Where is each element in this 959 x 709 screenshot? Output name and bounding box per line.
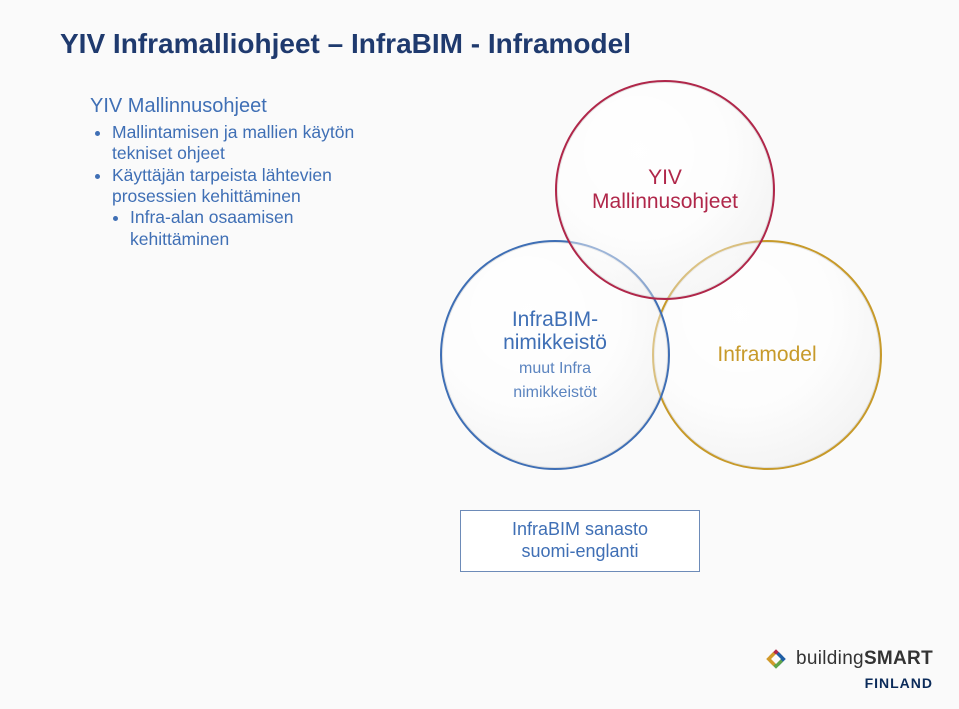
logo-subtitle: FINLAND [762, 675, 933, 691]
bullet-list: YIV Mallinnusohjeet Mallintamisen ja mal… [90, 95, 390, 250]
glossary-line1: InfraBIM sanasto [512, 519, 648, 539]
bubble-sublabel: muut Infranimikkeistöt [513, 360, 597, 401]
logo-knot-icon [762, 645, 790, 673]
list-heading: YIV Mallinnusohjeet [90, 95, 390, 118]
glossary-line2: suomi-englanti [521, 541, 638, 561]
bubble-yiv-mallinnusohjeet: YIVMallinnusohjeet [555, 80, 775, 300]
venn-diagram: Inframodel InfraBIM-nimikkeistö muut Inf… [400, 80, 920, 500]
list-item: Käyttäjän tarpeista lähtevien prosessien… [112, 165, 390, 208]
glossary-box: InfraBIM sanasto suomi-englanti [460, 510, 700, 572]
bubble-label: Inframodel [717, 343, 816, 366]
logo-text: buildingSMART [796, 648, 933, 670]
bubble-label: YIVMallinnusohjeet [592, 166, 738, 213]
bubble-label: InfraBIM-nimikkeistö [503, 308, 607, 355]
buildingsmart-logo: buildingSMART FINLAND [762, 645, 933, 691]
list-item: Mallintamisen ja mallien käytön tekniset… [112, 122, 390, 165]
page-title: YIV Inframalliohjeet – InfraBIM - Infram… [60, 28, 631, 60]
list-item: Infra-alan osaamisen kehittäminen [130, 207, 390, 250]
